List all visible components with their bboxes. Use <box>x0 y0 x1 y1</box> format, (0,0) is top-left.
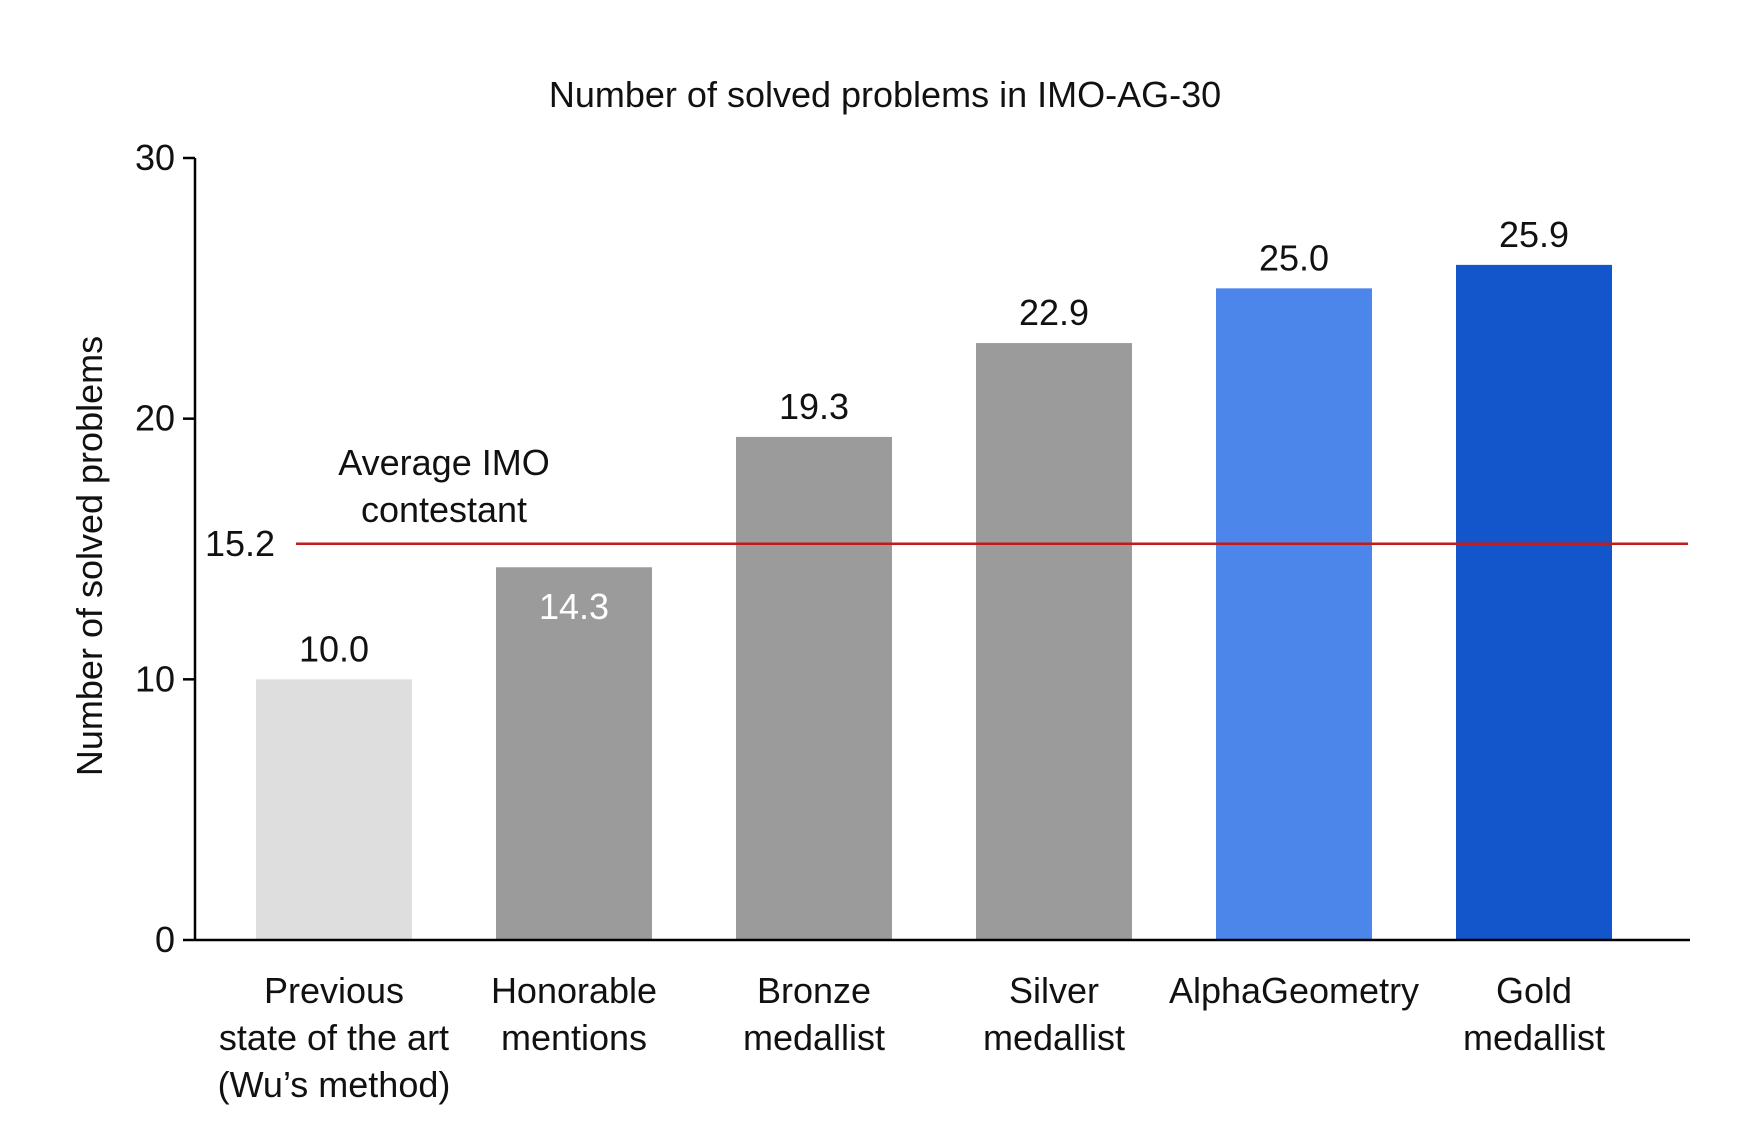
category-label: mentions <box>501 1017 647 1058</box>
bar <box>256 679 412 940</box>
bars <box>256 264 1612 941</box>
category-label: medallist <box>743 1017 885 1058</box>
bar-value-label: 25.0 <box>1259 237 1329 278</box>
bar-value-label: 22.9 <box>1019 292 1089 333</box>
bar <box>976 343 1132 940</box>
category-label: AlphaGeometry <box>1169 970 1419 1011</box>
category-label: (Wu’s method) <box>218 1064 451 1105</box>
category-label: Bronze <box>757 970 871 1011</box>
chart-title: Number of solved problems in IMO-AG-30 <box>549 74 1221 115</box>
y-axis-label: Number of solved problems <box>69 336 110 776</box>
y-tick-label: 10 <box>135 658 175 699</box>
bar <box>736 436 892 940</box>
category-label: Honorable <box>491 970 657 1011</box>
bar-value-label: 14.3 <box>539 586 609 627</box>
bar <box>1456 264 1612 941</box>
y-tick-label: 20 <box>135 398 175 439</box>
bar-value-label: 25.9 <box>1499 214 1569 255</box>
y-tick-label: 0 <box>155 919 175 960</box>
bar <box>496 567 652 940</box>
reference-line-value: 15.2 <box>205 523 275 564</box>
category-label: Gold <box>1496 970 1572 1011</box>
value-labels: 10.0 14.3 19.3 22.9 25.0 25.9 <box>299 214 1569 669</box>
category-labels: Previous state of the art (Wu’s method) Hon… <box>218 970 1605 1105</box>
y-axis-ticks: 0 10 20 30 <box>135 137 195 960</box>
category-label: Previous <box>264 970 404 1011</box>
reference-line-group: 15.2 Average IMO contestant <box>205 442 1688 564</box>
bar-value-label: 19.3 <box>779 386 849 427</box>
reference-line-label: contestant <box>361 489 527 530</box>
category-label: state of the art <box>219 1017 449 1058</box>
reference-line-label: Average IMO <box>338 442 549 483</box>
category-label: medallist <box>1463 1017 1605 1058</box>
category-label: Silver <box>1009 970 1099 1011</box>
y-tick-label: 30 <box>135 137 175 178</box>
bar-value-label: 10.0 <box>299 628 369 669</box>
bar <box>1216 288 1372 940</box>
category-label: medallist <box>983 1017 1125 1058</box>
